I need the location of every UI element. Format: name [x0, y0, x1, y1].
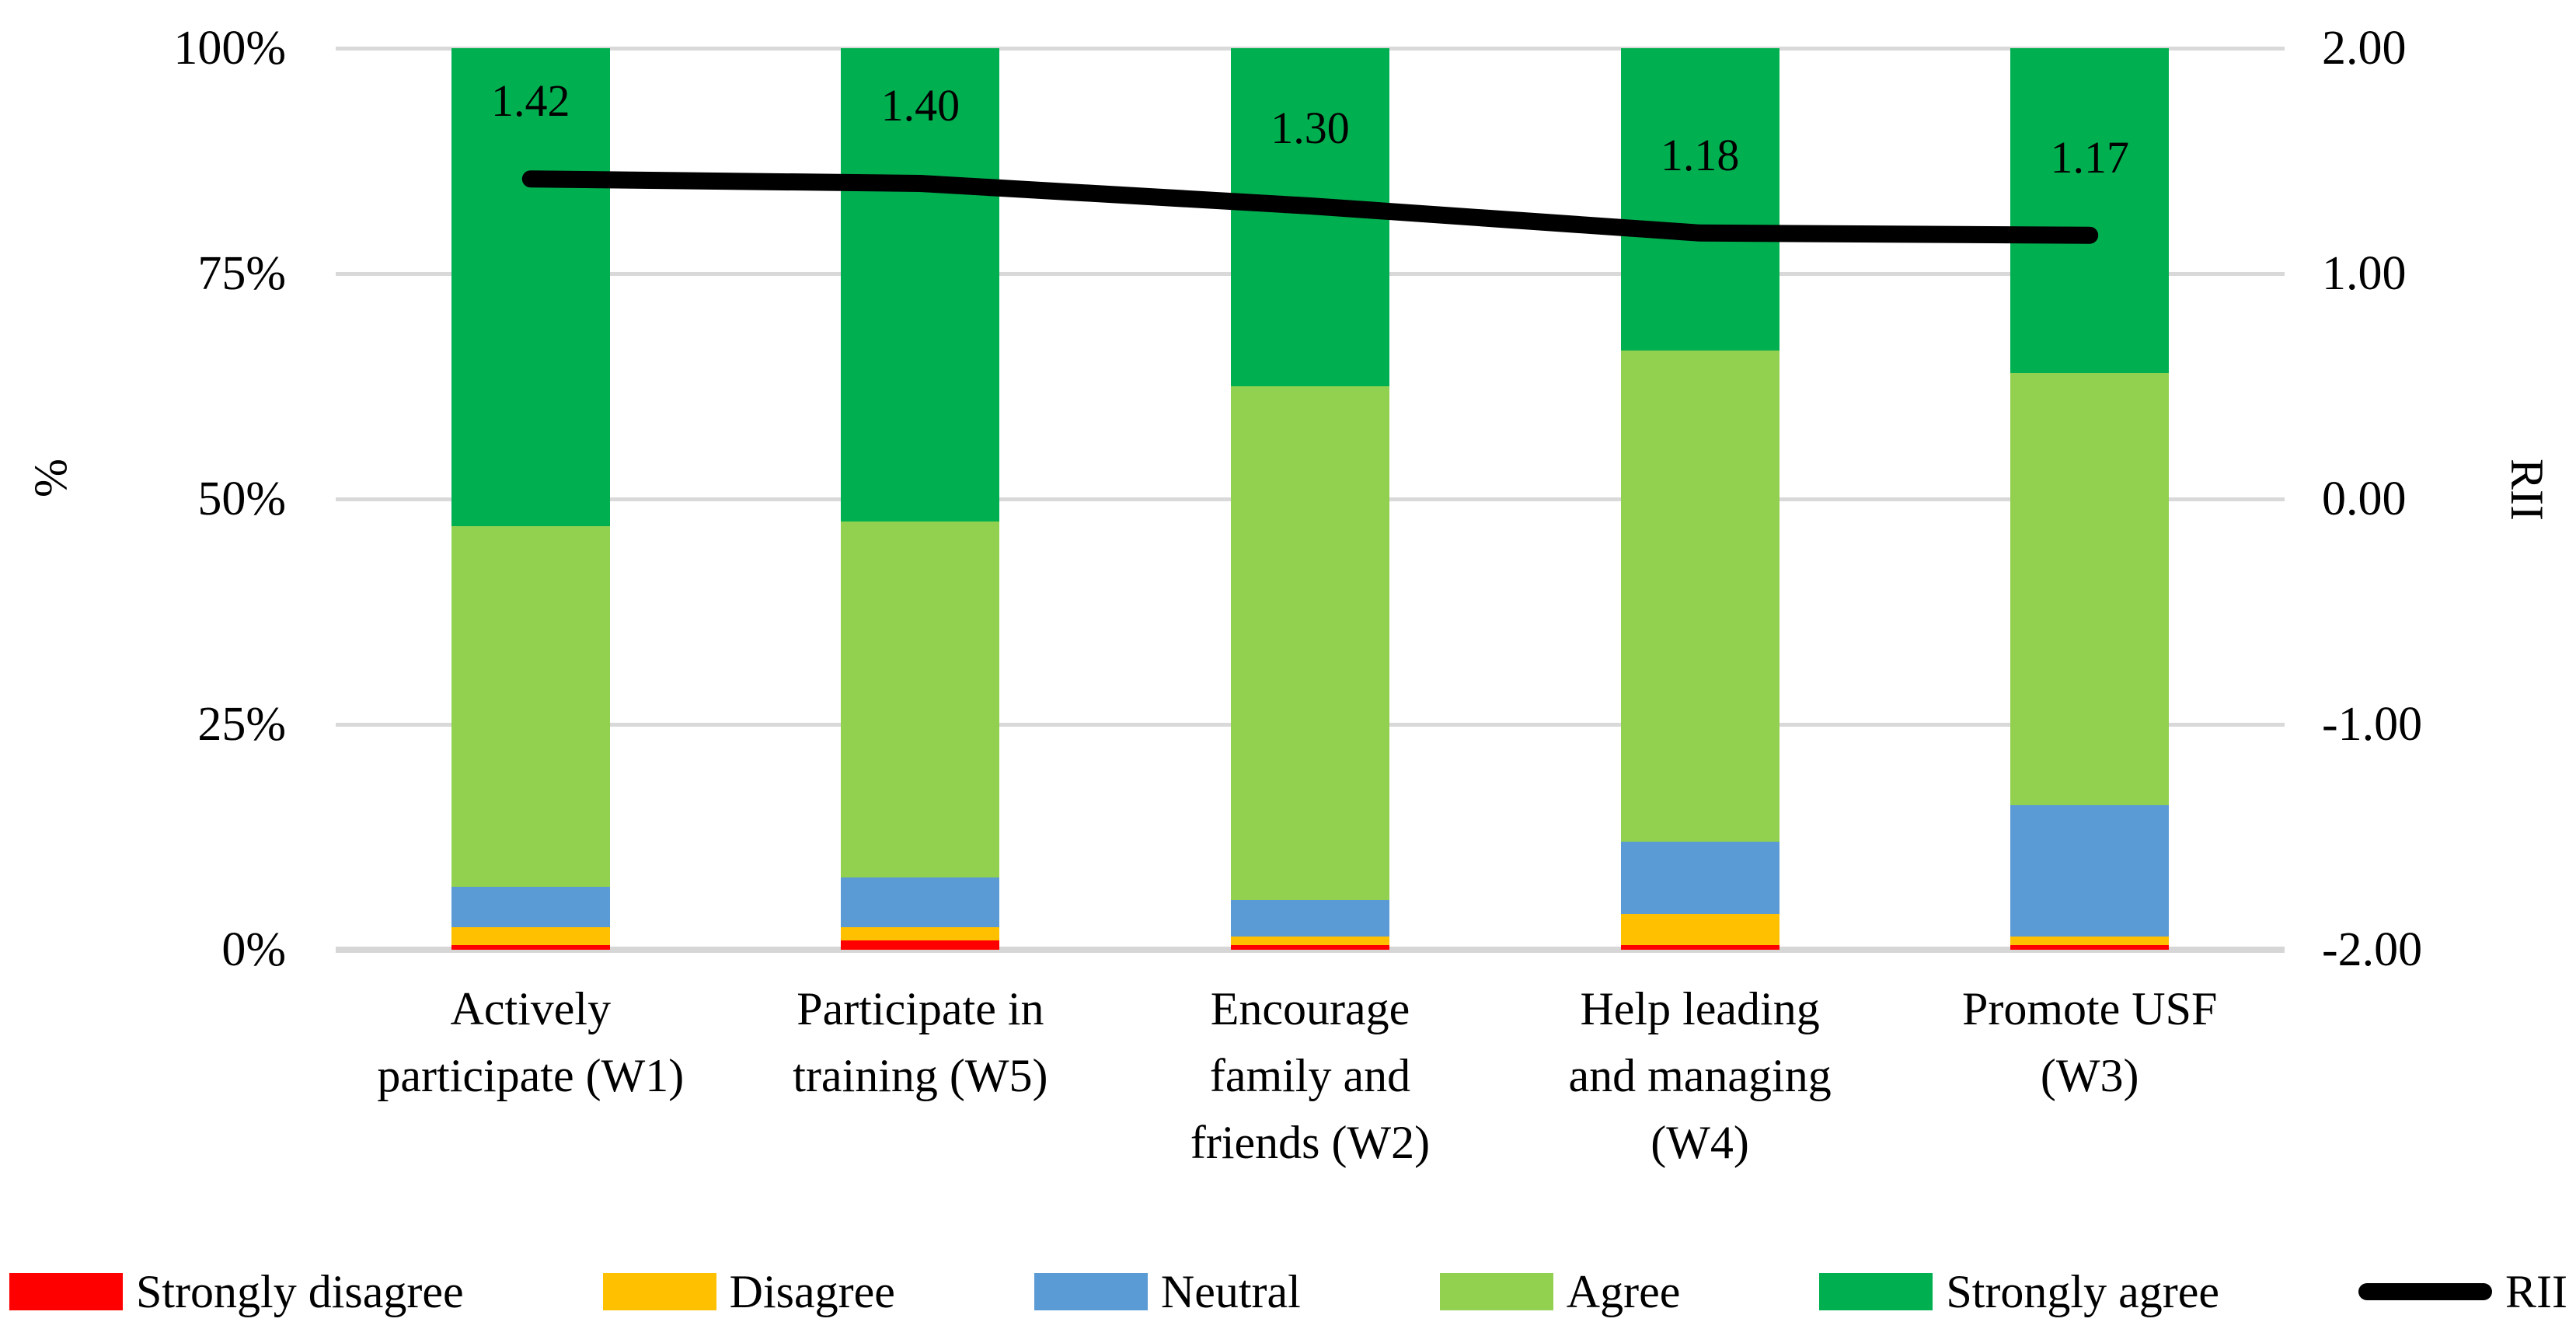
- left-axis-tick-0-: 0%: [221, 923, 286, 976]
- bar-segment-strongly-disagree-3: [1231, 945, 1389, 950]
- bar-segment-neutral-3: [1231, 900, 1389, 937]
- category-label-1: Actively participate (W1): [336, 975, 726, 1109]
- right-axis-tick--1-00: -1.00: [2322, 698, 2423, 751]
- bar-segment-strongly-agree-4: [1620, 48, 1779, 351]
- bar-segment-disagree-5: [2010, 936, 2170, 946]
- legend-label-rii: RII: [2505, 1266, 2567, 1317]
- bar-segment-strongly-disagree-1: [451, 945, 610, 950]
- left-axis-tick-100-: 100%: [173, 22, 286, 75]
- legend-label-neutral: Neutral: [1160, 1266, 1301, 1317]
- rii-value-label-2: 1.40: [880, 80, 960, 131]
- legend-label-disagree: Disagree: [729, 1266, 895, 1317]
- legend-item-rii: RII: [2358, 1264, 2567, 1320]
- left-axis-tick-25-: 25%: [197, 698, 286, 751]
- category-label-line: family and: [1209, 1050, 1411, 1101]
- bar-segment-strongly-disagree-4: [1620, 945, 1779, 950]
- category-label-5: Promote USF (W3): [1895, 975, 2285, 1109]
- legend-swatch-disagree: [602, 1273, 716, 1310]
- legend-label-strongly-disagree: Strongly disagree: [136, 1266, 464, 1317]
- bar-segment-disagree-1: [451, 927, 610, 946]
- right-axis-tick-0-00: 0.00: [2322, 473, 2407, 525]
- legend-item-agree: Agree: [1439, 1264, 1681, 1320]
- bar-segment-disagree-2: [841, 927, 1000, 941]
- category-label-4: Help leading and managing (W4): [1505, 975, 1895, 1176]
- bar-segment-agree-1: [451, 525, 610, 887]
- bar-segment-strongly-disagree-5: [2010, 945, 2170, 950]
- legend-line-sample: [2358, 1283, 2492, 1300]
- bar-segment-agree-5: [2010, 372, 2170, 806]
- category-label-3: Encourage family and friends (W2): [1115, 975, 1505, 1176]
- right-axis-tick-2-00: 2.00: [2322, 22, 2407, 75]
- bar-segment-strongly-agree-1: [451, 48, 610, 526]
- legend-label-strongly-agree: Strongly agree: [1946, 1266, 2219, 1317]
- rii-value-label-4: 1.18: [1660, 129, 1740, 180]
- bar-segment-strongly-agree-2: [841, 48, 1000, 522]
- bar-segment-neutral-4: [1620, 841, 1779, 914]
- bar-segment-strongly-agree-5: [2010, 48, 2170, 373]
- legend: Strongly disagree Disagree Neutral Agree Str…: [9, 1264, 2567, 1320]
- category-label-line: Help leading: [1580, 983, 1820, 1034]
- bar-segment-strongly-disagree-2: [841, 940, 1000, 950]
- legend-swatch-strongly-disagree: [9, 1273, 123, 1310]
- bar-segment-neutral-1: [451, 886, 610, 927]
- rii-value-label-3: 1.30: [1271, 103, 1350, 153]
- left-axis-tick-75-: 75%: [197, 247, 286, 300]
- category-label-line: Participate in: [797, 983, 1044, 1034]
- legend-item-strongly-agree: Strongly agree: [1819, 1264, 2219, 1320]
- category-label-line: (W3): [2040, 1050, 2139, 1101]
- category-label-line: training (W5): [793, 1050, 1048, 1101]
- legend-swatch-agree: [1439, 1273, 1553, 1310]
- legend-label-agree: Agree: [1566, 1266, 1681, 1317]
- left-axis-tick-50-: 50%: [197, 473, 286, 525]
- category-label-line: Actively: [450, 983, 612, 1034]
- bar-segment-neutral-5: [2010, 805, 2170, 937]
- category-label-line: participate (W1): [377, 1050, 685, 1101]
- rii-value-label-5: 1.17: [2050, 131, 2129, 183]
- right-axis-tick--2-00: -2.00: [2322, 923, 2423, 976]
- rii-value-label-1: 1.42: [491, 75, 570, 127]
- legend-item-strongly-disagree: Strongly disagree: [9, 1264, 464, 1320]
- category-label-line: Encourage: [1210, 983, 1410, 1034]
- bar-segment-agree-3: [1231, 386, 1389, 901]
- gridline-0-: [336, 947, 2285, 953]
- legend-swatch-neutral: [1034, 1273, 1148, 1310]
- bar-segment-disagree-3: [1231, 936, 1389, 946]
- category-label-2: Participate in training (W5): [726, 975, 1116, 1109]
- category-label-line: friends (W2): [1190, 1117, 1431, 1168]
- legend-item-disagree: Disagree: [602, 1264, 895, 1320]
- right-axis-tick-1-00: 1.00: [2322, 247, 2407, 300]
- category-label-line: and managing: [1568, 1050, 1832, 1101]
- legend-item-neutral: Neutral: [1034, 1264, 1301, 1320]
- bar-segment-agree-2: [841, 522, 1000, 878]
- bar-segment-disagree-4: [1620, 913, 1779, 946]
- bar-segment-agree-4: [1620, 350, 1779, 842]
- category-label-line: (W4): [1651, 1117, 1749, 1168]
- legend-swatch-strongly-agree: [1819, 1273, 1933, 1310]
- bar-segment-neutral-2: [841, 877, 1000, 927]
- category-label-line: Promote USF: [1961, 983, 2218, 1034]
